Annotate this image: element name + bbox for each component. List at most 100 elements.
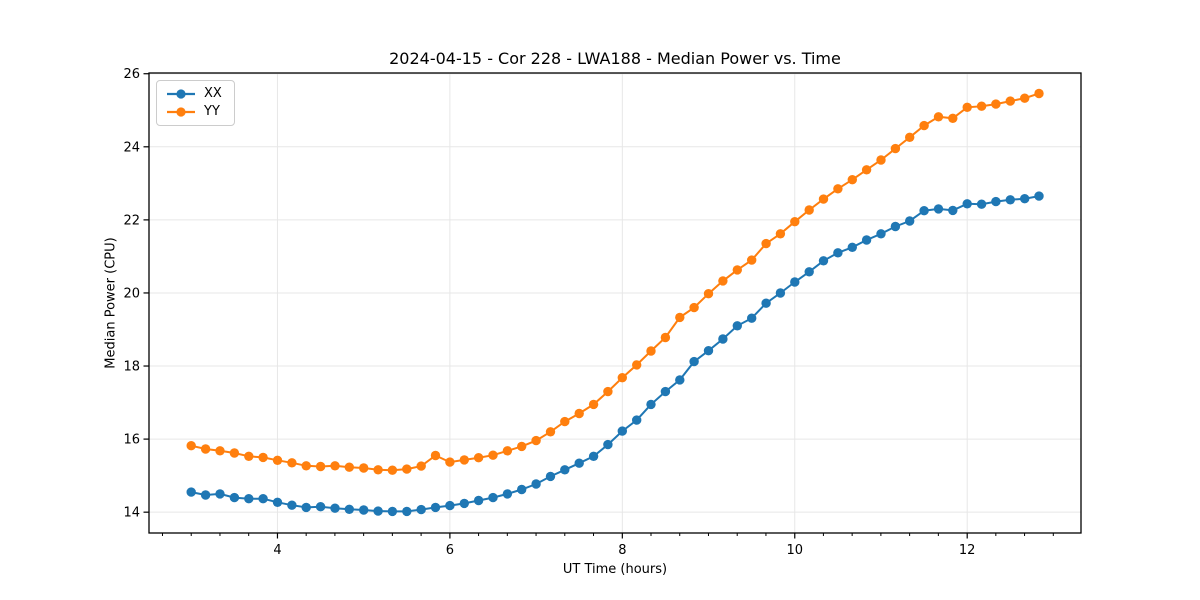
series-yy-marker (373, 465, 383, 475)
chart-title: 2024-04-15 - Cor 228 - LWA188 - Median P… (389, 49, 841, 68)
legend-label-yy: YY (204, 104, 220, 119)
series-yy-marker (1005, 96, 1015, 106)
series-yy-marker (790, 217, 800, 227)
series-xx-marker (186, 487, 196, 497)
series-yy-marker (991, 99, 1001, 109)
y-tick-label: 22 (123, 213, 140, 228)
series-xx-marker (632, 415, 642, 425)
series-xx-marker (646, 399, 656, 410)
series-yy-marker (186, 441, 196, 451)
series-yy-marker (402, 464, 412, 474)
series-yy-marker (488, 450, 498, 460)
legend-item-yy: YY (166, 105, 222, 119)
series-yy-marker (804, 205, 814, 215)
legend-item-xx: XX (166, 87, 222, 101)
series-xx-marker (330, 503, 340, 513)
series-yy-marker (890, 143, 901, 154)
series-yy-marker (933, 112, 944, 122)
series-yy-marker (603, 386, 613, 397)
x-tick-label: 12 (959, 543, 976, 558)
series-yy-marker (861, 165, 872, 175)
series-xx-marker (948, 205, 958, 216)
series-yy-marker (689, 302, 699, 313)
series-yy-marker (660, 332, 671, 343)
x-tick-label: 6 (446, 543, 454, 558)
series-yy-marker (272, 455, 283, 465)
series-xx-marker (675, 375, 685, 385)
series-yy-marker (502, 446, 513, 456)
series-xx-marker (588, 451, 599, 461)
series-yy-marker (948, 113, 958, 124)
series-xx-marker (473, 495, 484, 506)
series-yy-marker (545, 427, 556, 437)
series-xx-marker (775, 288, 786, 298)
series-xx-marker (531, 479, 541, 489)
series-xx-marker (1019, 194, 1030, 204)
series-xx-marker (402, 506, 412, 517)
series-xx-marker (301, 502, 311, 513)
series-xx-marker (200, 490, 211, 500)
series-yy-marker (244, 451, 254, 461)
series-yy-marker (675, 312, 685, 323)
series-xx-marker (244, 494, 254, 504)
y-tick-label: 18 (123, 360, 140, 375)
series-yy-marker (617, 373, 627, 383)
series-xx-marker (258, 494, 268, 504)
y-tick-label: 20 (123, 286, 140, 301)
series-xx-marker (861, 235, 872, 245)
series-xx-marker (272, 497, 283, 507)
series-yy-marker (919, 120, 929, 131)
series-xx-marker (833, 248, 843, 258)
series-xx-marker (359, 505, 369, 515)
series-yy-marker (833, 184, 843, 194)
series-yy-marker (588, 399, 599, 410)
series-yy-marker (258, 452, 268, 463)
series-yy-marker (359, 463, 369, 473)
series-xx-marker (876, 229, 886, 239)
series-yy-marker (416, 461, 426, 471)
y-tick-label: 14 (123, 506, 140, 521)
series-xx-marker (905, 216, 915, 226)
series-xx-marker (560, 465, 570, 475)
xx-line-marker-icon (167, 89, 195, 99)
y-tick-label: 26 (123, 67, 140, 82)
y-tick-label: 16 (123, 433, 140, 448)
series-yy-marker (876, 155, 886, 165)
series-xx-marker (703, 346, 714, 356)
series-xx-marker (344, 504, 354, 514)
series-yy-marker (646, 346, 656, 356)
series-yy-marker (531, 435, 541, 446)
y-axis-label: Median Power (CPU) (103, 237, 119, 369)
series-yy-marker (200, 444, 211, 454)
series-xx-marker (416, 504, 426, 515)
series-xx-marker (215, 489, 225, 499)
series-xx-marker (603, 439, 613, 450)
series-xx-marker (991, 196, 1001, 207)
series-xx-marker (517, 484, 527, 495)
series-yy-marker (473, 453, 484, 463)
series-yy-marker (215, 446, 225, 456)
series-xx-marker (890, 221, 901, 232)
series-yy-marker (387, 465, 398, 475)
series-yy-marker (747, 255, 757, 265)
series-xx-marker (747, 313, 757, 323)
series-yy-marker (718, 276, 728, 286)
series-xx-marker (962, 199, 972, 209)
x-axis-label: UT Time (hours) (562, 562, 668, 577)
series-xx-marker (459, 498, 469, 509)
series-xx-marker (919, 206, 929, 216)
series-xx-marker (545, 471, 556, 482)
series-yy-marker (818, 194, 829, 204)
series-xx-marker (574, 458, 584, 468)
series-xx-marker (790, 277, 800, 287)
series-yy-marker (847, 175, 857, 185)
series-xx-marker (373, 506, 383, 516)
series-xx-marker (315, 502, 326, 512)
series-xx-marker (761, 298, 771, 308)
legend: XX YY (156, 80, 235, 126)
series-yy-marker (330, 461, 340, 471)
series-xx-marker (933, 204, 944, 214)
series-xx-marker (660, 386, 671, 397)
series-yy-marker (560, 416, 570, 427)
